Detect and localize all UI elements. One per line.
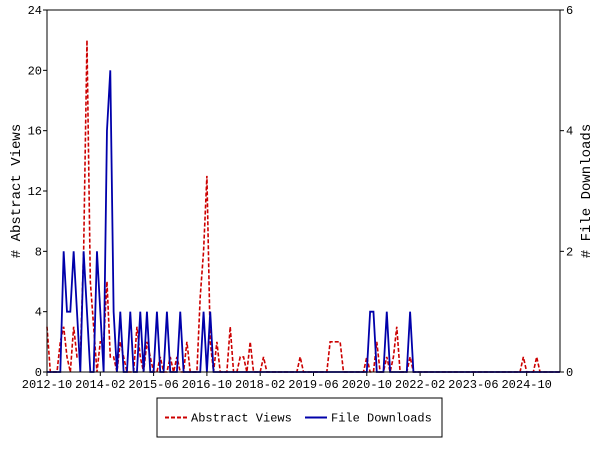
x-tick-label: 2024-10 (501, 378, 551, 392)
legend-box (156, 397, 443, 438)
y2-axis-label: # File Downloads (579, 124, 595, 258)
y-tick-label: 0 (35, 366, 42, 380)
y-tick-label: 16 (28, 125, 42, 139)
plot-frame (46, 9, 561, 373)
y2-tick-label: 4 (566, 125, 573, 139)
y-tick-label: 24 (28, 4, 42, 18)
x-tick-label: 2015-06 (128, 378, 178, 392)
x-tick-label: 2018-02 (235, 378, 285, 392)
x-tick-label: 2014-02 (75, 378, 125, 392)
x-tick-label: 2012-10 (22, 378, 72, 392)
y-tick-label: 12 (28, 185, 42, 199)
y2-tick-label: 0 (566, 366, 573, 380)
x-tick-label: 2023-06 (448, 378, 498, 392)
x-tick-label: 2022-02 (395, 378, 445, 392)
y-axis-label: # Abstract Views (9, 124, 25, 258)
x-tick-label: 2016-10 (182, 378, 232, 392)
y-tick-label: 8 (35, 245, 42, 259)
y-tick-label: 20 (28, 64, 42, 78)
y2-tick-label: 2 (566, 245, 573, 259)
legend-label: Abstract Views (191, 412, 292, 426)
x-tick-label: 2020-10 (342, 378, 392, 392)
y-tick-label: 4 (35, 306, 42, 320)
x-tick-label: 2019-06 (288, 378, 338, 392)
y2-tick-label: 6 (566, 4, 573, 18)
legend-label: File Downloads (331, 412, 432, 426)
